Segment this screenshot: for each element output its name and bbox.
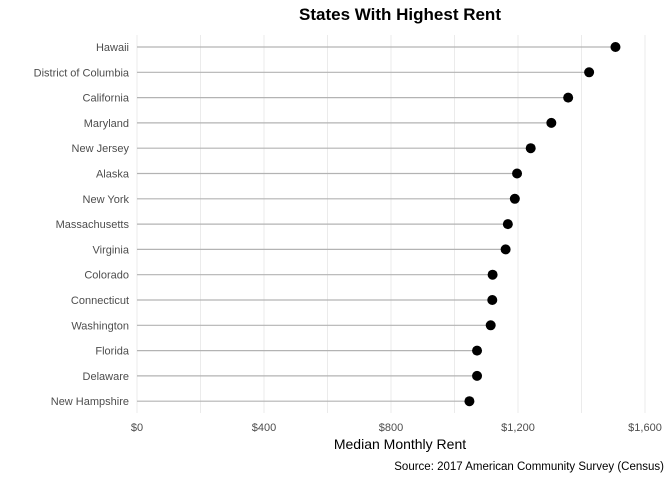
data-point — [464, 396, 475, 407]
data-point — [512, 168, 523, 179]
data-point — [610, 42, 621, 52]
data-point — [500, 244, 511, 255]
category-label: Connecticut — [71, 295, 129, 307]
category-label: Maryland — [84, 118, 129, 130]
category-label: Hawaii — [96, 42, 129, 54]
data-point — [509, 193, 520, 204]
data-point — [546, 117, 557, 128]
stems — [137, 46, 616, 402]
category-label: Colorado — [84, 270, 129, 282]
category-label: New Jersey — [72, 143, 130, 155]
x-tick-label: $800 — [379, 422, 403, 434]
data-point — [472, 345, 483, 356]
data-point — [487, 295, 498, 305]
category-label: New Hampshire — [51, 396, 129, 408]
caption: Source: 2017 American Community Survey (… — [394, 461, 664, 473]
category-label: Washington — [71, 320, 129, 332]
x-tick-label: $400 — [252, 422, 276, 434]
data-points — [464, 42, 621, 407]
x-tick-label: $0 — [131, 422, 143, 434]
category-label: District of Columbia — [34, 67, 130, 79]
category-label: Virginia — [93, 244, 130, 256]
x-axis-title: Median Monthly Rent — [334, 436, 466, 452]
x-tick-label: $1,600 — [628, 422, 662, 434]
category-label: Delaware — [83, 371, 129, 383]
data-point — [487, 269, 498, 280]
category-labels: Hawaii District of Columbia California Mary… — [34, 42, 130, 408]
data-point — [485, 320, 496, 331]
category-label: Florida — [95, 346, 130, 358]
x-tick-label: $1,200 — [501, 422, 535, 434]
data-point — [525, 143, 536, 154]
data-point — [584, 67, 595, 78]
data-point — [563, 92, 574, 103]
category-label: Massachusetts — [56, 219, 130, 231]
category-label: New York — [83, 194, 130, 206]
category-label: California — [83, 93, 130, 105]
chart-title: States With Highest Rent — [299, 5, 501, 24]
category-label: Alaska — [96, 169, 130, 181]
data-point — [472, 370, 483, 381]
x-tick-labels: $0 $400 $800 $1,200 $1,600 — [131, 422, 662, 434]
data-point — [502, 219, 513, 230]
